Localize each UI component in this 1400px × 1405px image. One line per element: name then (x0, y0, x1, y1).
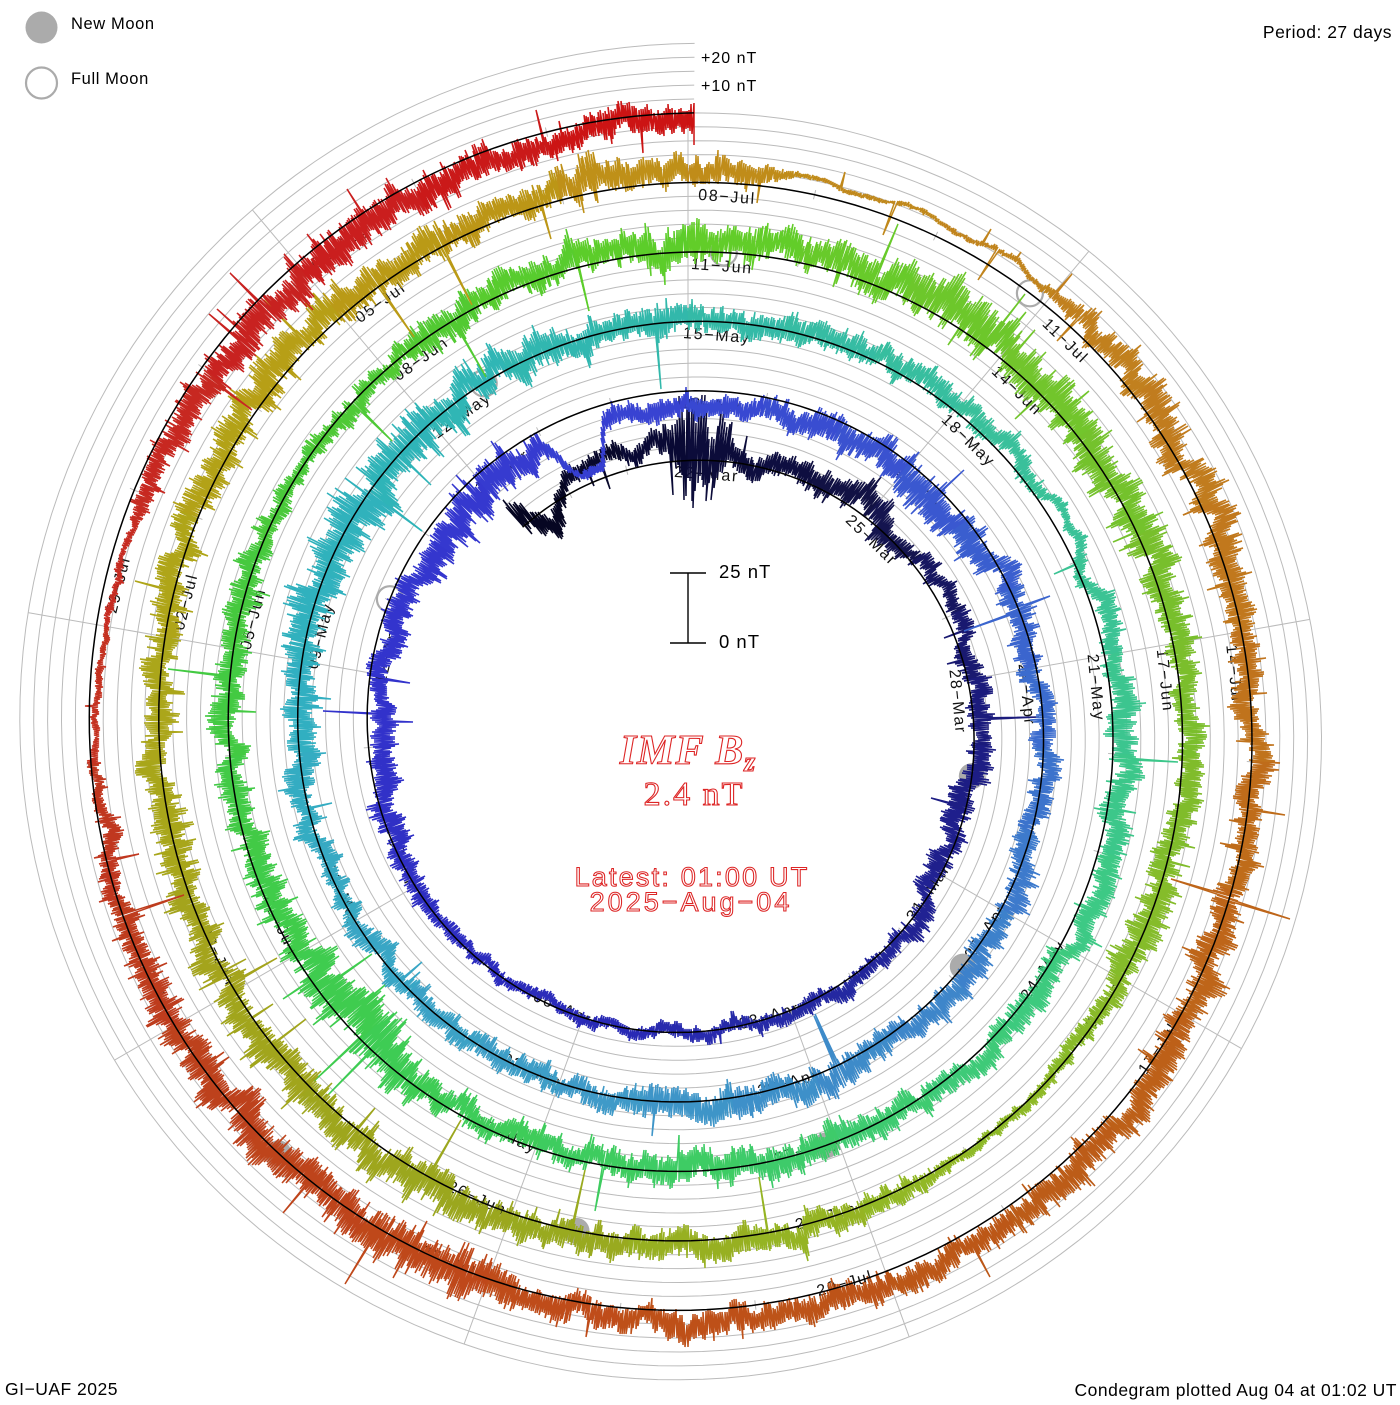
svg-text:08−Jul: 08−Jul (698, 187, 757, 208)
svg-text:2025−Aug−04: 2025−Aug−04 (590, 887, 793, 917)
svg-text:21−May: 21−May (1084, 653, 1108, 722)
svg-text:IMF Bz: IMF Bz (619, 728, 756, 778)
svg-text:0 nT: 0 nT (719, 631, 760, 652)
svg-text:Latest: 01:00 UT: Latest: 01:00 UT (575, 862, 810, 892)
svg-text:+20 nT: +20 nT (701, 50, 757, 67)
svg-text:28−Mar: 28−Mar (945, 669, 968, 735)
svg-text:17−Jun: 17−Jun (1153, 648, 1176, 713)
svg-text:11−Jun: 11−Jun (690, 256, 753, 277)
svg-text:2.4 nT: 2.4 nT (644, 776, 745, 813)
svg-text:New Moon: New Moon (71, 15, 155, 33)
svg-text:Condegram plotted Aug 04 at 01: Condegram plotted Aug 04 at 01:02 UT (1074, 1380, 1397, 1400)
svg-text:Full Moon: Full Moon (71, 70, 149, 88)
svg-text:Period: 27 days: Period: 27 days (1263, 22, 1392, 42)
svg-text:+10 nT: +10 nT (701, 78, 757, 95)
svg-text:GI−UAF 2025: GI−UAF 2025 (5, 1379, 118, 1399)
svg-text:25 nT: 25 nT (719, 561, 771, 582)
